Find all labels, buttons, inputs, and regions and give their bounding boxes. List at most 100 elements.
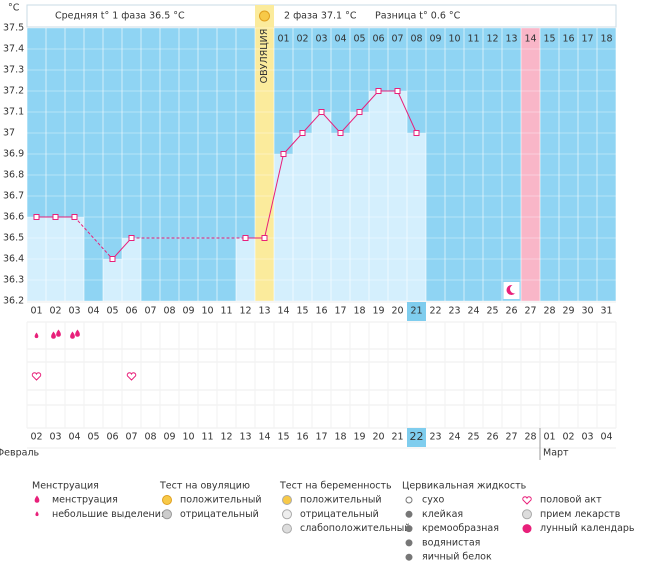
temperature-point bbox=[375, 88, 382, 94]
date-label: 10 bbox=[182, 432, 194, 443]
legend-item: положительный bbox=[300, 495, 382, 506]
temperature-line bbox=[245, 90, 417, 239]
legend-icon bbox=[35, 511, 39, 517]
legend-item: водянистая bbox=[422, 537, 480, 548]
date-label: 09 bbox=[163, 432, 175, 443]
legend-icon bbox=[162, 509, 172, 520]
today-box-date bbox=[407, 428, 426, 447]
x-tick-label: 28 bbox=[543, 306, 555, 317]
ovulation-label: ОВУЛЯЦИЯ bbox=[259, 29, 270, 84]
date-label: 02 bbox=[562, 432, 574, 443]
date-label: 05 bbox=[87, 432, 99, 443]
x-tick-label: 12 bbox=[239, 306, 251, 317]
date-label: 22 bbox=[410, 430, 424, 443]
menstruation-icon bbox=[51, 331, 56, 339]
menstruation-icon bbox=[70, 331, 75, 339]
y-tick-label: 36.3 bbox=[3, 275, 24, 286]
x-tick-label: 25 bbox=[486, 306, 498, 317]
date-label: 07 bbox=[125, 432, 137, 443]
day-column bbox=[407, 133, 426, 301]
phase2-day: 06 bbox=[372, 34, 384, 45]
y-tick-label: 36.9 bbox=[3, 149, 24, 160]
x-tick-label: 17 bbox=[334, 306, 346, 317]
legend-icon bbox=[522, 509, 532, 520]
legend-item: яичный белок bbox=[422, 552, 492, 563]
y-tick-label: 36.2 bbox=[3, 296, 24, 307]
y-tick-label: 37.4 bbox=[3, 44, 24, 55]
temperature-point bbox=[356, 109, 363, 115]
today-box bbox=[407, 302, 426, 321]
temperature-line bbox=[112, 237, 132, 260]
x-tick-label: 19 bbox=[372, 306, 384, 317]
month-label: Февраль bbox=[0, 448, 40, 459]
day-column bbox=[46, 217, 65, 301]
x-tick-label: 29 bbox=[562, 306, 574, 317]
x-tick-label: 08 bbox=[163, 306, 175, 317]
spotting-icon bbox=[34, 332, 39, 339]
moon-cut bbox=[510, 284, 519, 294]
phase2-day: 17 bbox=[581, 34, 593, 45]
date-label: 24 bbox=[448, 432, 460, 443]
y-tick-label: 36.6 bbox=[3, 212, 24, 223]
day-column bbox=[274, 154, 293, 301]
legend-icon bbox=[282, 523, 292, 534]
legend-icon bbox=[405, 553, 413, 561]
date-label: 02 bbox=[30, 432, 42, 443]
legend-title: Тест на овуляцию bbox=[159, 481, 250, 492]
phase2-day: 08 bbox=[410, 34, 422, 45]
y-tick-label: 36.7 bbox=[3, 191, 24, 202]
legend-item: отрицательный bbox=[300, 509, 379, 520]
x-tick-label: 27 bbox=[524, 306, 536, 317]
date-label: 20 bbox=[372, 432, 384, 443]
date-label: 03 bbox=[581, 432, 593, 443]
day-column bbox=[350, 112, 369, 301]
date-label: 18 bbox=[334, 432, 346, 443]
phase1-label: Средняя t° 1 фаза 36.5 °C bbox=[55, 11, 185, 22]
y-tick-label: 37 bbox=[3, 128, 15, 139]
date-label: 21 bbox=[391, 432, 403, 443]
ovulation-icon bbox=[259, 10, 270, 22]
legend-title: Менструация bbox=[32, 481, 99, 492]
x-tick-label: 09 bbox=[182, 306, 194, 317]
legend-icon bbox=[405, 525, 413, 533]
legend-icon bbox=[282, 509, 292, 520]
y-tick-label: 37.1 bbox=[3, 107, 24, 118]
legend-item: менструация bbox=[52, 495, 118, 506]
phase2-day: 03 bbox=[315, 34, 327, 45]
legend-item: сухо bbox=[422, 495, 444, 506]
date-label: 25 bbox=[467, 432, 479, 443]
x-tick-label: 15 bbox=[296, 306, 308, 317]
y-tick-label: 37.3 bbox=[3, 65, 24, 76]
x-tick-label: 31 bbox=[600, 306, 612, 317]
phase2-day: 11 bbox=[467, 34, 479, 45]
date-label: 11 bbox=[201, 432, 213, 443]
day-column bbox=[331, 133, 350, 301]
legend-item: лунный календарь bbox=[540, 523, 635, 534]
date-label: 17 bbox=[315, 432, 327, 443]
temperature-point bbox=[337, 130, 344, 136]
phase2-day: 16 bbox=[562, 34, 574, 45]
menstruation-icon bbox=[75, 329, 80, 337]
difference-label: Разница t° 0.6 °C bbox=[375, 11, 461, 22]
legend-item: отрицательный bbox=[180, 509, 259, 520]
phase2-day: 15 bbox=[543, 34, 555, 45]
legend-icon bbox=[405, 510, 413, 518]
temperature-point bbox=[299, 130, 306, 136]
intercourse-icon bbox=[126, 372, 137, 381]
temperature-point bbox=[394, 88, 401, 94]
day-column bbox=[312, 112, 331, 301]
day-column bbox=[388, 91, 407, 301]
x-tick-label: 30 bbox=[581, 306, 593, 317]
x-tick-label: 06 bbox=[125, 306, 137, 317]
date-label: 16 bbox=[296, 432, 308, 443]
x-tick-label: 16 bbox=[315, 306, 327, 317]
x-tick-label: 04 bbox=[87, 306, 99, 317]
legend-icon bbox=[522, 496, 532, 505]
y-tick-label: 37.5 bbox=[3, 23, 24, 34]
legend-item: положительный bbox=[180, 495, 262, 506]
date-label: 13 bbox=[239, 432, 251, 443]
temperature-point bbox=[242, 235, 249, 241]
day-column bbox=[27, 217, 46, 301]
date-label: 03 bbox=[49, 432, 61, 443]
